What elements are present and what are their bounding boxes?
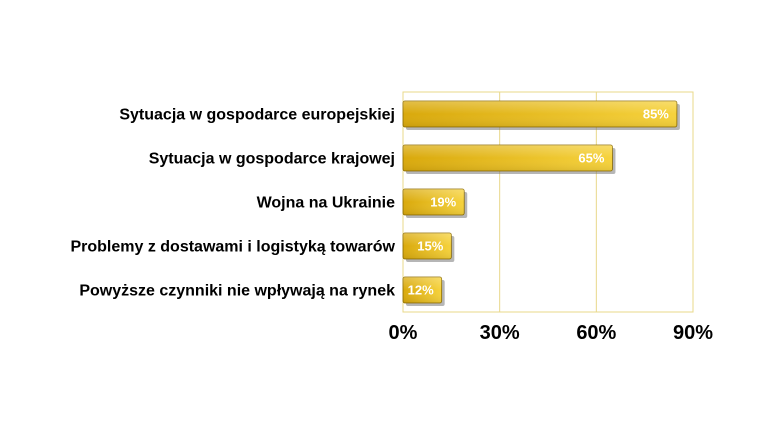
category-label-4: Powyższe czynniki nie wpływają na rynek: [79, 283, 395, 300]
x-tick-label-3: 90%: [673, 322, 713, 344]
x-tick-label-0: 0%: [389, 322, 418, 344]
data-label-2: 19%: [430, 195, 456, 210]
category-labels: Sytuacja w gospodarce europejskiej Sytuac…: [70, 107, 395, 300]
bar-group-1: 65%: [402, 144, 616, 174]
bar-group-2: 19%: [402, 188, 468, 218]
x-tick-label-1: 30%: [480, 322, 520, 344]
bar-shine-2: [403, 189, 465, 215]
data-label-1: 65%: [578, 151, 604, 166]
category-label-1: Sytuacja w gospodarce krajowej: [149, 151, 395, 168]
bar-shine-0: [403, 101, 677, 127]
bar-shine-3: [403, 233, 452, 259]
bar-shine-1: [403, 145, 613, 171]
x-axis-tick-labels: 0% 30% 60% 90%: [389, 322, 714, 344]
bar-shine-4: [403, 277, 442, 303]
bars: 85% 65% 19% 15% 12%: [402, 100, 680, 306]
data-label-0: 85%: [643, 107, 669, 122]
data-label-3: 15%: [417, 239, 443, 254]
bar-group-3: 15%: [402, 232, 455, 262]
bar-group-0: 85%: [402, 100, 680, 130]
bar-group-4: 12%: [402, 276, 445, 306]
category-label-2: Wojna na Ukrainie: [257, 195, 396, 212]
category-label-3: Problemy z dostawami i logistyką towarów: [70, 239, 395, 256]
category-label-0: Sytuacja w gospodarce europejskiej: [119, 107, 395, 124]
x-tick-label-2: 60%: [576, 322, 616, 344]
data-label-4: 12%: [408, 283, 434, 298]
